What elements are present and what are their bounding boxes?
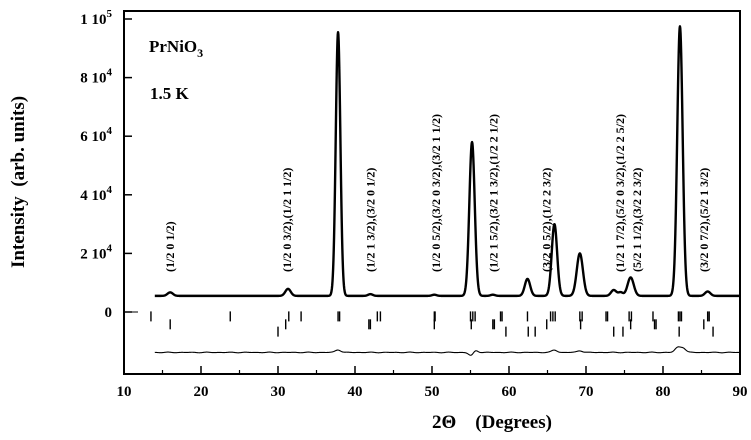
y-tick-mantissa: 4 10 xyxy=(80,188,106,204)
x-tick-label-4: 50 xyxy=(425,384,440,400)
x-tick-label-7: 80 xyxy=(656,384,671,400)
y-axis-title: Intensity (arb. units) xyxy=(8,96,29,268)
y-tick-exponent: 4 xyxy=(107,125,113,137)
y-tick-exponent: 5 xyxy=(107,8,113,20)
x-tick-label-6: 70 xyxy=(579,384,594,400)
y-tick-mantissa: 6 10 xyxy=(80,129,106,145)
y-tick-mantissa: 2 10 xyxy=(80,246,106,262)
reflection-annotation-7: (5/2 1 1/2),(3/2 2 3/2) xyxy=(630,168,644,272)
y-tick-exponent: 4 xyxy=(107,242,113,254)
reflection-annotation-8: (3/2 0 7/2),(5/2 1 3/2) xyxy=(697,168,711,272)
difference-curve-line xyxy=(154,346,740,356)
y-tick-exponent: 4 xyxy=(107,67,113,79)
y-tick-mantissa: 1 10 xyxy=(80,12,106,28)
x-tick-label-8: 90 xyxy=(733,384,748,400)
x-tick-label-2: 30 xyxy=(271,384,286,400)
reflection-annotation-0: (1/2 0 1/2) xyxy=(163,221,177,272)
y-tick-label-4: 2 104 xyxy=(80,242,112,262)
inset-compound-subscript: 3 xyxy=(197,46,203,60)
observed-pattern-line xyxy=(153,25,741,298)
y-tick-label-1: 8 104 xyxy=(80,67,112,87)
y-tick-label-5: 0 xyxy=(105,305,113,321)
reflection-annotation-4: (1/2 1 5/2),(3/2 1 3/2),(1/2 2 1/2) xyxy=(487,114,501,272)
y-tick-label-2: 6 104 xyxy=(80,125,112,145)
x-axis: 10 20 30 40 50 60 70 80 90 xyxy=(117,366,748,400)
x-axis-title: 2Θ (Degrees) xyxy=(432,412,552,433)
reflection-annotation-3: (1/2 0 5/2),(3/2 0 3/2),(3/2 1 1/2) xyxy=(429,114,443,272)
inset-compound: PrNiO3 xyxy=(149,37,203,60)
y-tick-mantissa: 8 10 xyxy=(80,71,106,87)
reflection-annotation-6: (1/2 1 7/2),(5/2 0 3/2),(1/2 2 5/2) xyxy=(613,114,627,272)
inset-temperature: 1.5 K xyxy=(150,84,190,103)
y-tick-exponent: 4 xyxy=(107,184,113,196)
x-tick-label-5: 60 xyxy=(502,384,517,400)
y-tick-mantissa: 0 xyxy=(105,305,113,321)
reflection-annotation-5: (3/2 0 5/2),(1/2 2 3/2) xyxy=(540,168,554,272)
x-tick-label-1: 20 xyxy=(194,384,209,400)
reflection-annotation-2: (1/2 1 3/2),(3/2 0 1/2) xyxy=(363,168,377,272)
x-tick-label-3: 40 xyxy=(348,384,363,400)
x-tick-label-0: 10 xyxy=(117,384,132,400)
reflection-annotations: (1/2 0 1/2) (1/2 0 3/2),(1/2 1 1/2) (1/2 1… xyxy=(163,114,711,272)
reflection-annotation-1: (1/2 0 3/2),(1/2 1 1/2) xyxy=(280,168,294,272)
plot-marks xyxy=(132,25,741,356)
y-tick-label-0: 1 105 xyxy=(80,8,112,28)
y-tick-label-3: 4 104 xyxy=(80,184,112,204)
